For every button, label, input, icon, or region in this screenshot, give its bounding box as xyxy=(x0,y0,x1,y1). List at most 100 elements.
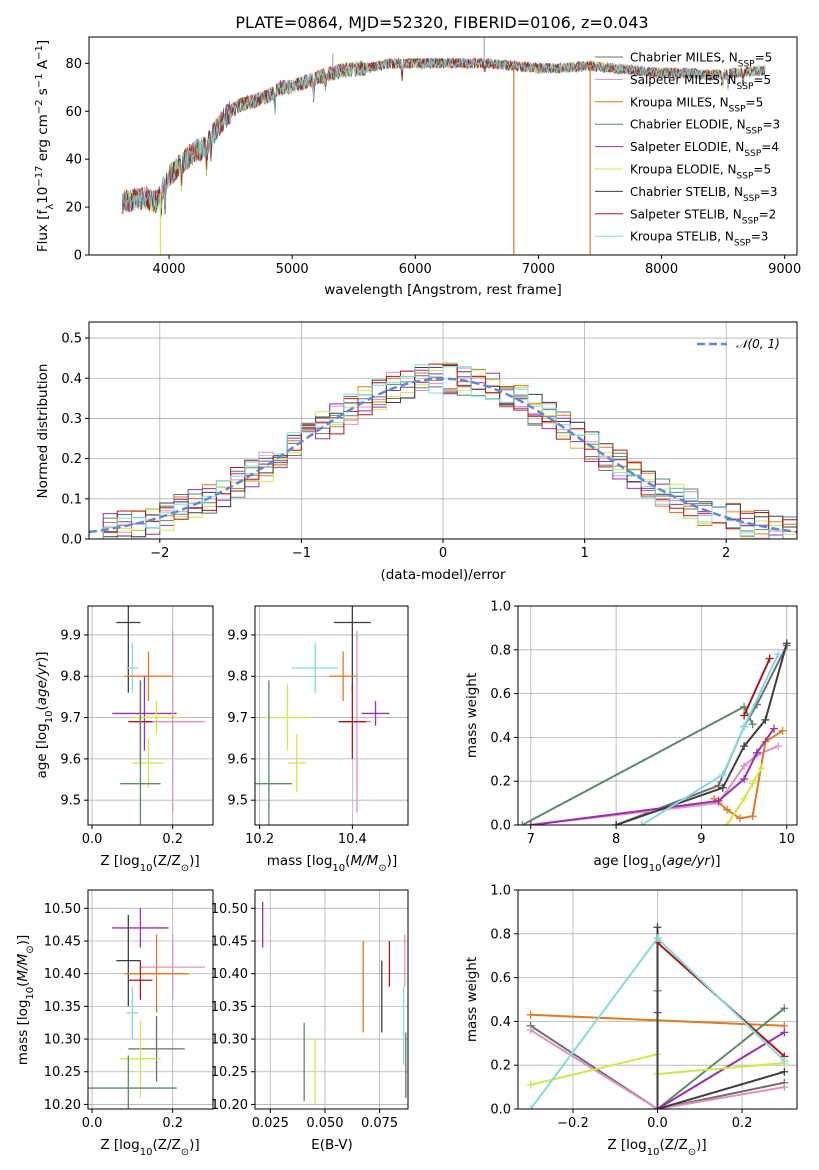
massweight-marker xyxy=(780,1083,789,1092)
plot-area xyxy=(261,901,407,1105)
x-tick-label: 2 xyxy=(722,546,730,561)
y-axis-label: mass [log10(M/M⊙)] xyxy=(15,935,36,1065)
massweight-marker xyxy=(748,779,757,788)
y-tick-label: 9.9 xyxy=(60,628,81,643)
massweight-marker xyxy=(748,812,757,821)
massweight-marker xyxy=(526,1026,535,1035)
massweight-vs-age-panel: 7 8 9 10 0.0 0.2 0.4 0.6 0.8 1.0 mass weight age [l… xyxy=(464,600,798,874)
legend-label: 𝒩(0, 1) xyxy=(736,337,780,351)
y-tick-label: 0.8 xyxy=(490,927,511,942)
y-tick-label: 0.5 xyxy=(61,332,82,347)
massweight-marker xyxy=(612,821,621,825)
y-tick-label: 0.1 xyxy=(61,492,82,507)
x-axis-label: E(B-V) xyxy=(311,1137,353,1153)
massweight-marker xyxy=(637,821,646,825)
legend-label: Salpeter STELIB, NSSP=2 xyxy=(630,207,776,226)
x-tick-label: −1 xyxy=(292,546,311,561)
y-axis-label: age [log10(age/yr)] xyxy=(34,651,55,778)
age-vs-metallicity-panel: 0.0 0.2 9.5 9.6 9.7 9.8 9.9 Z [log10(Z/Z⊙)] age … xyxy=(34,605,214,874)
massweight-marker xyxy=(518,821,527,825)
plot-area xyxy=(121,37,766,255)
spectrum-line xyxy=(121,58,766,214)
y-tick-label: 0 xyxy=(74,249,82,264)
residuals-panel: −2 −1 0 1 2 0.0 0.1 0.2 0.3 0.4 0.5 𝒩(0, 1) (data-mo… xyxy=(35,321,798,583)
y-tick-label: 0.2 xyxy=(490,775,511,790)
x-tick-label: 0.2 xyxy=(732,1116,753,1131)
massweight-marker xyxy=(780,1067,789,1076)
y-tick-label: 9.8 xyxy=(227,670,248,685)
figure-title: PLATE=0864, MJD=52320, FIBERID=0106, z=0… xyxy=(235,13,648,32)
y-tick-label: 10.40 xyxy=(44,967,81,982)
y-tick-label: 9.5 xyxy=(60,794,81,809)
y-tick-label: 60 xyxy=(65,105,82,120)
y-axis-label: Normed distribution xyxy=(35,364,51,499)
x-tick-label: −2 xyxy=(150,546,169,561)
plot-area xyxy=(112,606,205,825)
massweight-marker xyxy=(740,722,749,731)
massweight-marker xyxy=(774,742,783,751)
massweight-line xyxy=(521,705,754,825)
y-axis-label: Flux [fλ10−17 erg cm−2 s−1 A−1] xyxy=(34,40,56,252)
y-tick-label: 10.45 xyxy=(44,934,81,949)
x-tick-label: 6000 xyxy=(399,262,432,277)
massweight-marker xyxy=(780,1004,789,1013)
y-tick-label: 0.0 xyxy=(490,1103,511,1118)
massweight-marker xyxy=(653,1105,662,1109)
plot-area xyxy=(526,923,789,1109)
legend-label: Chabrier STELIB, NSSP=3 xyxy=(630,185,778,204)
x-tick-label: 10.4 xyxy=(338,832,367,847)
y-tick-label: 1.0 xyxy=(490,600,511,615)
axes-frame xyxy=(87,605,214,826)
y-tick-label: 0.0 xyxy=(61,533,82,548)
spectrum-line xyxy=(121,57,766,214)
massweight-line xyxy=(656,927,785,1109)
x-tick-label: 0.2 xyxy=(162,832,183,847)
y-tick-label: 10.20 xyxy=(211,1098,248,1113)
massweight-marker xyxy=(782,639,791,648)
massweight-marker xyxy=(761,715,770,724)
x-axis-label: Z [log10(Z/Z⊙)] xyxy=(607,1137,706,1158)
x-axis-label: (data-model)/error xyxy=(380,567,506,583)
x-tick-label: 0.025 xyxy=(252,1116,289,1131)
legend-label: Salpeter MILES, NSSP=5 xyxy=(630,73,771,92)
massweight-line xyxy=(726,767,763,825)
x-tick-label: 0.0 xyxy=(82,1116,103,1131)
y-tick-label: 9.6 xyxy=(60,752,81,767)
x-axis-label: Z [log10(Z/Z⊙)] xyxy=(100,853,199,874)
y-tick-label: 10.50 xyxy=(211,902,248,917)
massweight-marker xyxy=(748,720,757,729)
y-tick-label: 10.50 xyxy=(44,902,81,917)
y-tick-label: 10.30 xyxy=(211,1033,248,1048)
x-tick-label: 0.0 xyxy=(647,1116,668,1131)
y-tick-label: 0.4 xyxy=(61,372,82,387)
x-tick-label: 0.050 xyxy=(306,1116,343,1131)
legend-label: Salpeter ELODIE, NSSP=4 xyxy=(630,140,779,159)
massweight-marker xyxy=(752,748,761,757)
legend-label: Kroupa ELODIE, NSSP=5 xyxy=(630,163,771,182)
massweight-marker xyxy=(526,1105,535,1109)
x-axis-label: mass [log10(M/M⊙)] xyxy=(267,853,397,874)
y-tick-label: 10.40 xyxy=(211,967,248,982)
y-tick-label: 9.7 xyxy=(227,711,248,726)
x-tick-label: 0.2 xyxy=(162,1116,183,1131)
y-tick-label: 9.5 xyxy=(227,794,248,809)
x-tick-label: 8 xyxy=(612,832,620,847)
legend-label: Kroupa STELIB, NSSP=3 xyxy=(630,230,768,249)
y-tick-label: 0.8 xyxy=(490,643,511,658)
x-tick-label: 8000 xyxy=(645,262,678,277)
legend-label: Chabrier ELODIE, NSSP=3 xyxy=(630,118,780,137)
y-axis-label: mass weight xyxy=(464,957,480,1042)
massweight-marker xyxy=(769,724,778,733)
x-axis-label: wavelength [Angstrom, rest frame] xyxy=(324,282,562,298)
y-tick-label: 0.2 xyxy=(490,1059,511,1074)
x-tick-label: 1 xyxy=(580,546,588,561)
massweight-marker xyxy=(718,783,727,792)
y-tick-label: 10.25 xyxy=(44,1065,81,1080)
y-tick-label: 10.35 xyxy=(44,1000,81,1015)
mass-vs-ebv-panel: 0.025 0.050 0.075 10.20 10.25 10.30 10.35 10.40… xyxy=(211,889,409,1153)
mass-vs-metallicity-panel: 0.0 0.2 10.20 10.25 10.30 10.35 10.40 10.45 10.5… xyxy=(15,889,214,1158)
y-tick-label: 40 xyxy=(65,153,82,168)
massweight-line xyxy=(713,729,784,820)
histogram-step xyxy=(89,363,797,539)
massweight-marker xyxy=(526,1010,535,1019)
